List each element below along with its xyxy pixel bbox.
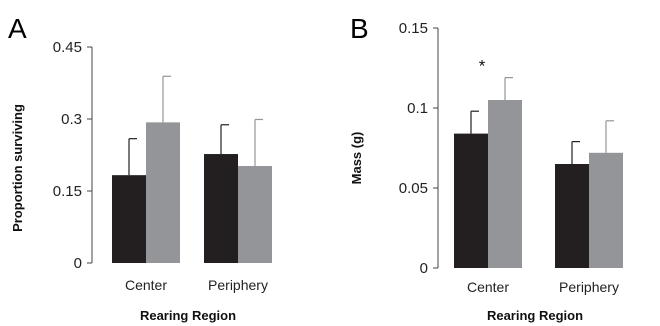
panel-a-letter: A (8, 13, 27, 44)
panel-b-y-tick-label: 0 (420, 260, 428, 277)
panel-b-bar (488, 100, 522, 268)
panel-b-category-label: Periphery (559, 279, 619, 295)
panel-a-y-tick-label: 0.15 (53, 183, 82, 200)
panel-b-category-label: Center (467, 279, 509, 295)
panel-a-bar (204, 154, 238, 263)
panel-b-bar (589, 152, 623, 268)
panel-b-letter: B (350, 13, 369, 44)
panel-b-x-axis-title: Rearing Region (487, 308, 583, 323)
panel-a-category-label: Periphery (208, 277, 268, 293)
panel-b-bar (454, 133, 488, 268)
panel-a-bar (146, 122, 180, 263)
panel-b-bar (555, 164, 589, 268)
panel-a-plot-area: 0 0.15 0.3 0.45 Center Periphery (53, 39, 272, 293)
panel-a-x-axis-title: Rearing Region (140, 308, 236, 323)
panel-b-y-tick-label: 0.1 (407, 100, 428, 117)
panel-b-significance-marker: * (479, 57, 486, 76)
panel-a-y-tick-label: 0.45 (53, 39, 82, 56)
panel-a-bar (112, 175, 146, 263)
panel-b-y-tick-label: 0.05 (399, 180, 428, 197)
panel-a: A Proportion surviving Rearing Region 00… (8, 13, 272, 323)
panel-a-bar (238, 166, 272, 263)
panel-b-y-axis-title: Mass (g) (349, 132, 364, 185)
panel-b: B Mass (g) Rearing Region 0 0.05 0.1 0.15 Ce… (349, 13, 623, 323)
panel-b-y-tick-label: 0.15 (399, 20, 428, 37)
panel-a-category-label: Center (125, 277, 167, 293)
panel-b-plot-area: 0 0.05 0.1 0.15 Center Periphery * (399, 20, 623, 295)
panel-a-y-tick-label: 0.3 (61, 111, 82, 128)
panel-a-y-axis-title: Proportion surviving (10, 104, 25, 232)
panel-a-y-tick-label: 0 (74, 255, 82, 272)
